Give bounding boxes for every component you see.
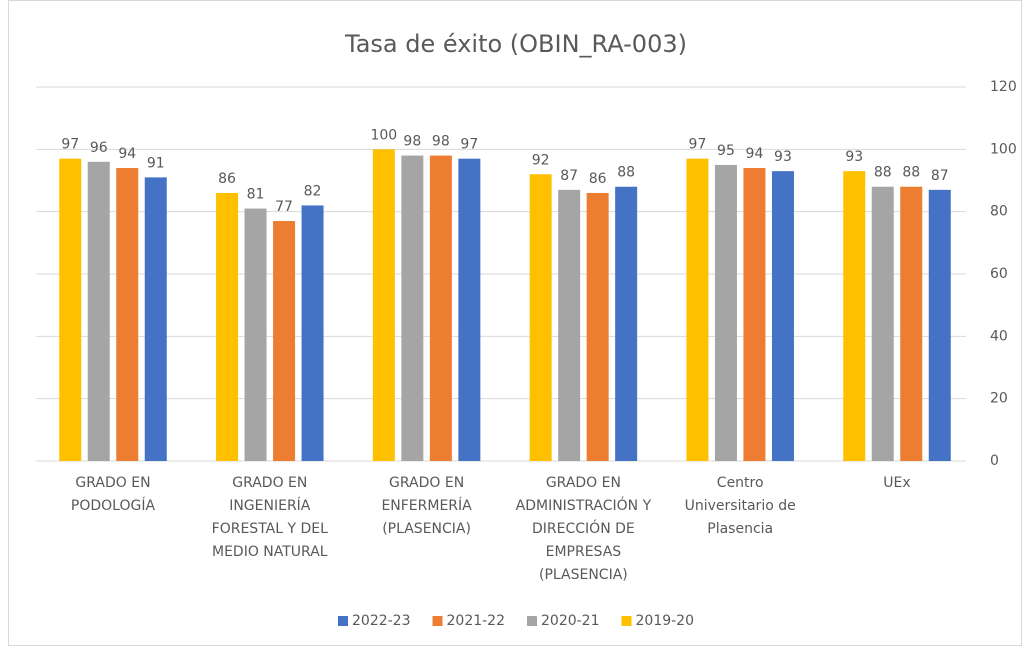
bar (686, 158, 709, 461)
x-tick-label: UEx (883, 475, 911, 491)
legend-swatch (432, 616, 443, 626)
data-label: 100 (370, 127, 397, 143)
data-label: 88 (617, 165, 635, 181)
y-tick-label: 0 (990, 453, 999, 469)
legend-swatch (621, 616, 632, 626)
legend-label: 2019-20 (636, 613, 695, 629)
bar (429, 155, 452, 462)
bar (401, 155, 424, 462)
bar (372, 149, 395, 462)
data-label: 86 (218, 171, 236, 187)
y-tick-label: 120 (990, 79, 1017, 95)
data-label: 87 (931, 168, 949, 184)
bar (458, 158, 481, 461)
data-label: 94 (118, 146, 136, 162)
bar (216, 192, 239, 461)
bar (928, 189, 951, 461)
data-label: 94 (746, 146, 764, 162)
bar (871, 186, 894, 461)
data-label: 81 (247, 187, 265, 203)
x-tick-label: Centro Universitario de Plasencia (684, 475, 796, 537)
bar (116, 168, 139, 462)
y-tick-label: 60 (990, 266, 1008, 282)
bar (771, 171, 794, 461)
data-label: 86 (589, 171, 607, 187)
bar (301, 205, 324, 461)
data-label: 98 (403, 134, 421, 150)
data-label: 97 (689, 137, 707, 153)
data-label: 82 (304, 183, 322, 199)
data-label: 93 (845, 149, 863, 165)
bar (843, 171, 866, 461)
data-label: 96 (90, 140, 108, 156)
data-label: 92 (532, 152, 550, 168)
legend-label: 2021-22 (447, 613, 506, 629)
data-label: 88 (874, 165, 892, 181)
bar (714, 164, 737, 461)
data-label: 88 (902, 165, 920, 181)
legend-label: 2020-21 (541, 613, 600, 629)
bar (87, 161, 110, 462)
y-tick-label: 100 (990, 141, 1017, 157)
bar (615, 186, 638, 461)
bar (273, 221, 296, 461)
data-label: 97 (460, 137, 478, 153)
bar (743, 168, 766, 462)
chart-title: Tasa de éxito (OBIN_RA-003) (344, 30, 687, 58)
y-tick-label: 80 (990, 204, 1008, 220)
data-label: 98 (432, 134, 450, 150)
data-label: 97 (61, 137, 79, 153)
bar (900, 186, 923, 461)
bar (586, 192, 609, 461)
y-tick-label: 20 (990, 391, 1008, 407)
bar (529, 174, 552, 461)
x-tick-label: GRADO EN INGENIERÍA FORESTAL Y DEL MEDIO… (211, 475, 328, 560)
bar (558, 189, 581, 461)
bar (244, 208, 267, 461)
data-label: 87 (560, 168, 578, 184)
legend-swatch (527, 616, 537, 626)
legend-label: 2022-23 (352, 613, 411, 629)
bar (59, 158, 82, 461)
x-tick-label: GRADO EN PODOLOGÍA (70, 475, 156, 514)
bar (144, 177, 167, 461)
legend-swatch (338, 616, 348, 626)
x-tick-label: GRADO EN ADMINISTRACIÓN Y DIRECCIÓN DE E… (515, 475, 652, 583)
y-tick-label: 40 (990, 328, 1008, 344)
x-tick-label: GRADO EN ENFERMERÍA (PLASENCIA) (381, 475, 472, 537)
data-label: 77 (275, 199, 293, 215)
data-label: 91 (147, 155, 165, 171)
data-label: 95 (717, 143, 735, 159)
data-label: 93 (774, 149, 792, 165)
